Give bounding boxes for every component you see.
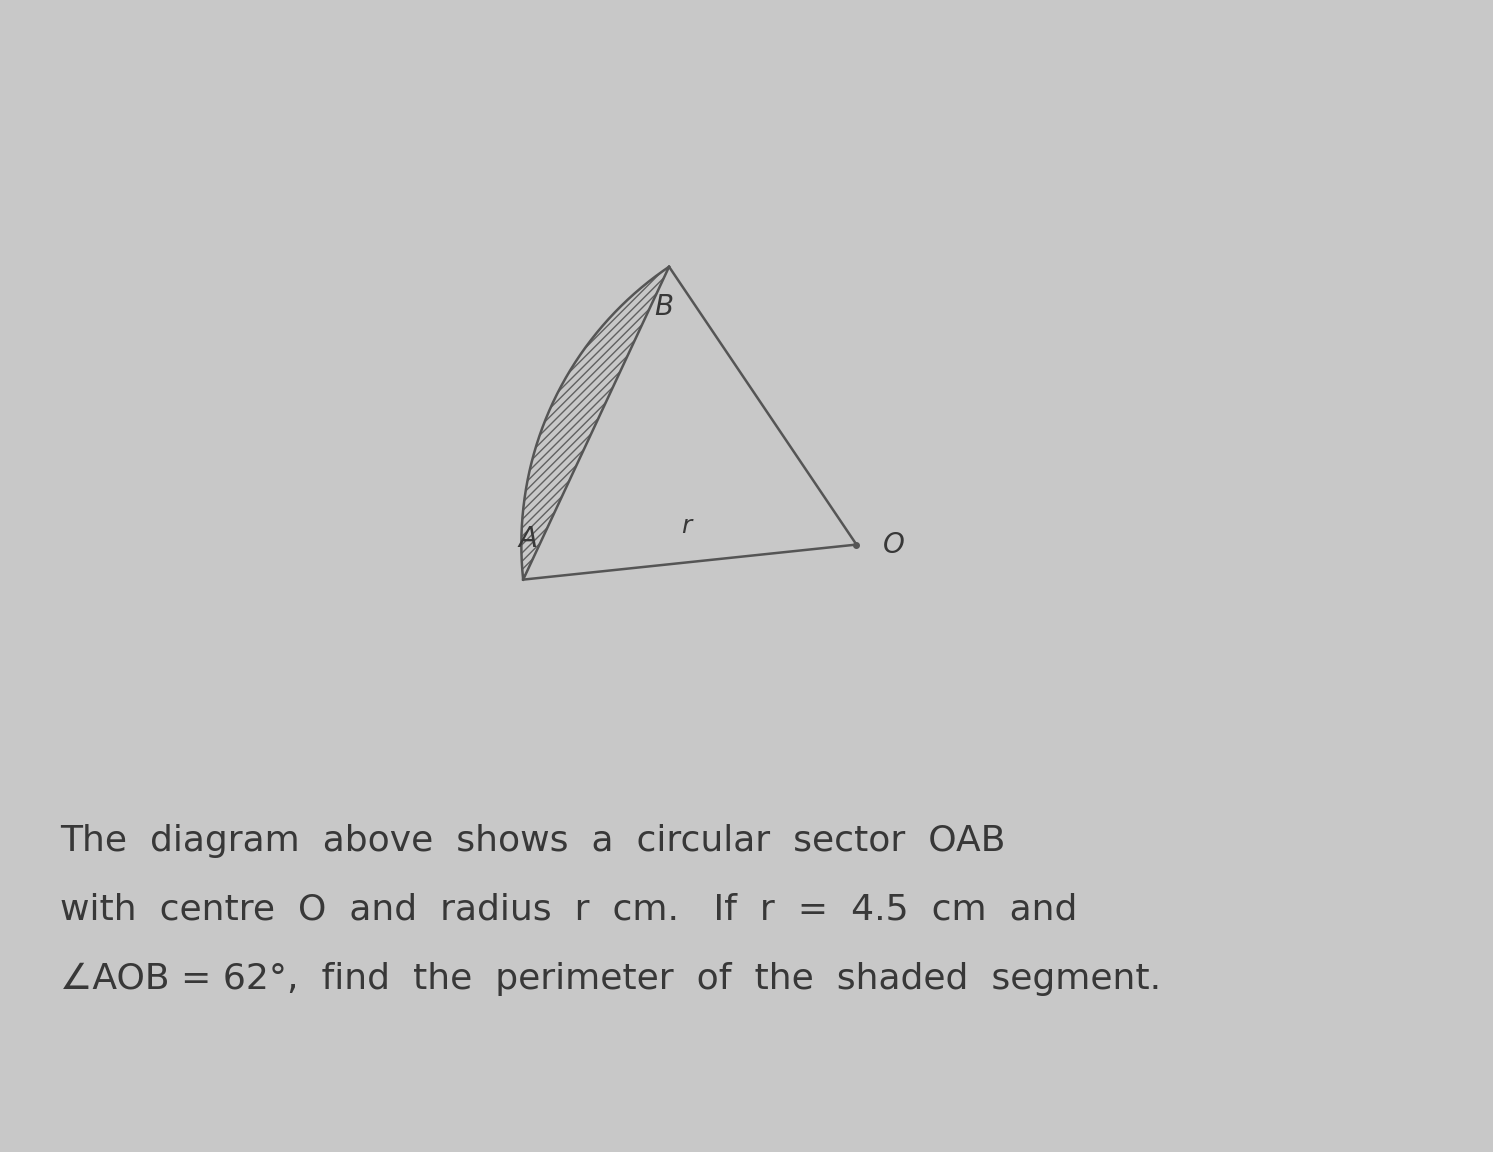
Text: The  diagram  above  shows  a  circular  sector  OAB: The diagram above shows a circular secto… [60,824,1005,858]
Text: B: B [654,293,673,321]
Text: ∠AOB = 62°,  find  the  perimeter  of  the  shaded  segment.: ∠AOB = 62°, find the perimeter of the sh… [60,962,1162,996]
Text: A: A [520,525,537,553]
Text: O: O [882,531,905,559]
Text: r: r [681,514,691,538]
Text: with  centre  O  and  radius  r  cm.   If  r  =  4.5  cm  and: with centre O and radius r cm. If r = 4.… [60,893,1076,927]
